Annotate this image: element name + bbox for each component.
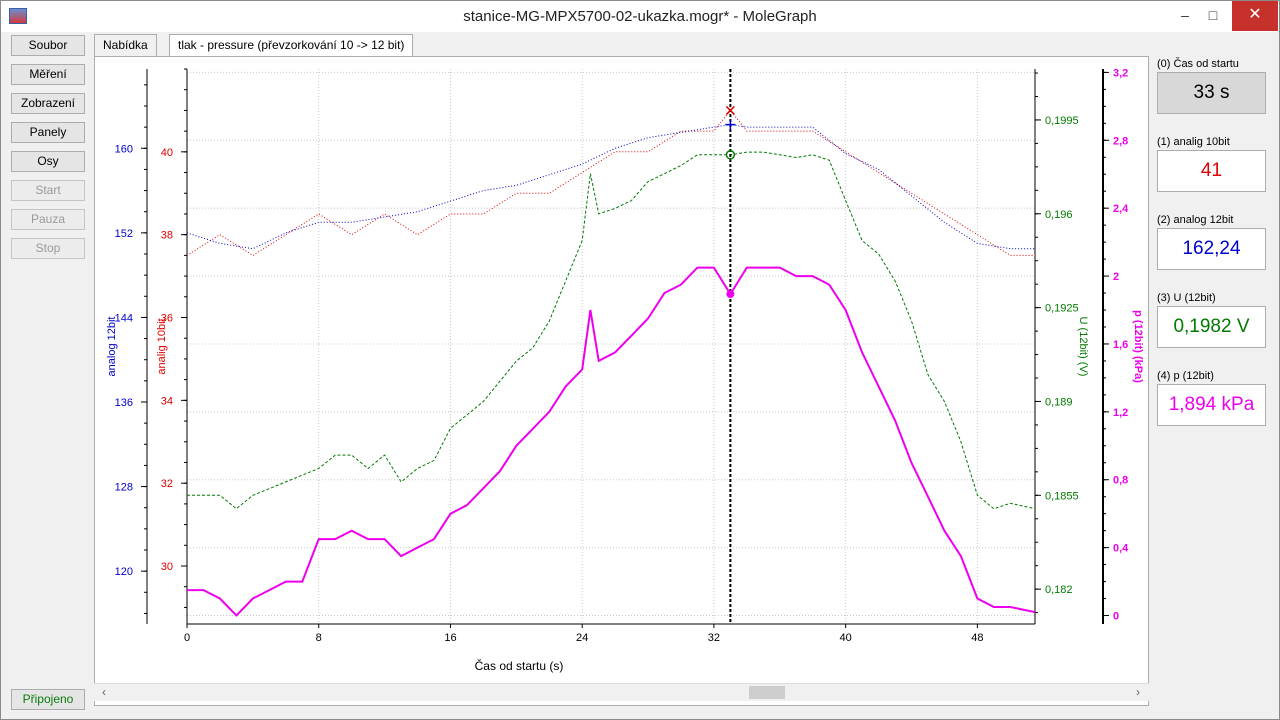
x-tick-label: 48 — [971, 632, 983, 644]
channel-value-pressure: 1,894 kPa — [1157, 384, 1266, 426]
series-line — [186, 124, 1035, 250]
scroll-right-icon[interactable]: › — [1136, 685, 1140, 699]
title-bar: stanice-MG-MPX5700-02-ukazka.mogr* - Mol… — [1, 1, 1279, 32]
x-tick-label: 40 — [840, 632, 852, 644]
y-tick-label: 0,1855 — [1045, 490, 1079, 502]
y-tick-label: 1,6 — [1113, 339, 1128, 351]
y-tick-label: 3,2 — [1113, 67, 1128, 79]
tab-pressure[interactable]: tlak - pressure (převzorkování 10 -> 12 … — [169, 34, 414, 57]
cursor-marker — [726, 290, 735, 299]
horizontal-scrollbar[interactable]: ‹ › — [94, 683, 1149, 701]
y-tick-label: 0,4 — [1113, 543, 1129, 555]
y-tick-label: 0,8 — [1113, 475, 1128, 487]
y-tick-label: 152 — [115, 228, 133, 240]
start-button[interactable]: Start — [11, 180, 85, 201]
x-tick-label: 0 — [184, 632, 190, 644]
y-tick-label: 0 — [1113, 611, 1119, 623]
menu-button-osy[interactable]: Osy — [11, 151, 85, 172]
stop-button[interactable]: Stop — [11, 238, 85, 259]
channel-label-pressure: (4) p (12bit) — [1157, 370, 1214, 382]
menu-button-zobrazeni[interactable]: Zobrazení — [11, 93, 85, 114]
channel-value-voltage: 0,1982 V — [1157, 306, 1266, 348]
y-tick-label: 120 — [115, 566, 133, 578]
y-axis-label: analog 12bit — [106, 317, 118, 377]
tab-nabidka[interactable]: Nabídka — [94, 34, 157, 56]
channel-value-10bit: 41 — [1157, 150, 1266, 192]
y-tick-label: 2,4 — [1113, 203, 1129, 215]
x-tick-label: 24 — [576, 632, 588, 644]
y-tick-label: 0,1995 — [1045, 115, 1079, 127]
y-tick-label: 38 — [161, 230, 173, 242]
grid — [187, 69, 1035, 624]
series-group — [186, 109, 1036, 617]
y-tick-label: 36 — [161, 313, 173, 325]
channel-label-voltage: (3) U (12bit) — [1157, 292, 1216, 304]
y-tick-label: 30 — [161, 561, 173, 573]
chart-svg[interactable]: 0 8 16 24 32 40 48 120 128 136 144 152 160 analog 12b… — [95, 57, 1148, 683]
axes: 0 8 16 24 32 40 48 120 128 136 144 152 160 analog 12b… — [106, 67, 1144, 644]
minimize-button[interactable]: – — [1181, 7, 1189, 23]
channel-value-12bit: 162,24 — [1157, 228, 1266, 270]
y-tick-label: 40 — [161, 147, 173, 159]
y-tick-label: 2,8 — [1113, 135, 1128, 147]
channel-label-time: (0) Čas od startu — [1157, 58, 1239, 70]
y-tick-label: 0,1925 — [1045, 303, 1079, 315]
x-tick-label: 8 — [316, 632, 322, 644]
scroll-thumb[interactable] — [749, 686, 785, 699]
pause-button[interactable]: Pauza — [11, 209, 85, 230]
y-axis-label: p (12bit) (kPa) — [1132, 310, 1144, 383]
channel-label-10bit: (1) analig 10bit — [1157, 136, 1230, 148]
y-tick-label: 0,182 — [1045, 584, 1073, 596]
y-tick-label: 1,2 — [1113, 407, 1128, 419]
menu-button-panely[interactable]: Panely — [11, 122, 85, 143]
series-line — [187, 151, 1036, 510]
series-line — [186, 109, 1035, 256]
channel-value-time: 33 s — [1157, 72, 1266, 114]
y-tick-label: 32 — [161, 478, 173, 490]
series-line — [187, 266, 1036, 617]
y-tick-label: 2 — [1113, 271, 1119, 283]
y-tick-label: 128 — [115, 482, 133, 494]
channel-label-12bit: (2) analog 12bit — [1157, 214, 1234, 226]
y-tick-label: 160 — [115, 143, 133, 155]
close-button[interactable]: ✕ — [1232, 1, 1278, 31]
y-tick-label: 144 — [115, 312, 133, 324]
x-tick-label: 32 — [708, 632, 720, 644]
maximize-button[interactable]: □ — [1208, 7, 1218, 23]
y-axis-label: analig 10bit — [156, 318, 168, 374]
y-tick-label: 0,196 — [1045, 209, 1073, 221]
x-axis-label: Čas od startu (s) — [475, 658, 564, 673]
menu-button-mereni[interactable]: Měření — [11, 64, 85, 85]
y-tick-label: 136 — [115, 397, 133, 409]
chart-panel: 0 8 16 24 32 40 48 120 128 136 144 152 160 analog 12b… — [94, 56, 1149, 706]
scroll-left-icon[interactable]: ‹ — [102, 685, 106, 699]
app-logo-icon — [9, 8, 27, 24]
window-title: stanice-MG-MPX5700-02-ukazka.mogr* - Mol… — [463, 8, 817, 25]
y-tick-label: 34 — [161, 395, 173, 407]
y-tick-label: 0,189 — [1045, 396, 1073, 408]
cursor-marker — [725, 150, 736, 160]
x-tick-label: 16 — [444, 632, 456, 644]
menu-button-soubor[interactable]: Soubor — [11, 35, 85, 56]
cursor-group — [725, 69, 736, 624]
connection-status: Připojeno — [11, 689, 85, 710]
y-axis-label: U (12bit) (V) — [1077, 317, 1089, 377]
cursor-marker — [725, 105, 735, 115]
